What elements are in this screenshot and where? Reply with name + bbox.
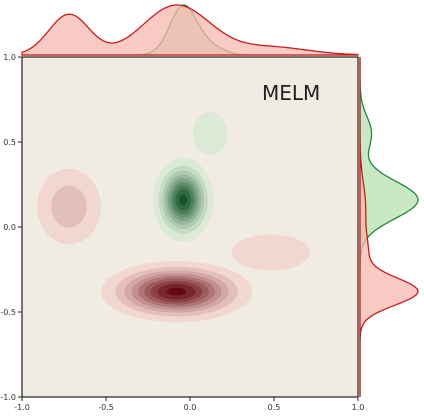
x-tick-label: 0.0 — [184, 403, 197, 412]
x-tick-label: 0.5 — [268, 403, 281, 412]
green-density-contours — [153, 111, 228, 242]
x-tick-label: -1.0 — [14, 403, 30, 412]
chart-title: MELM — [262, 81, 320, 105]
green-contour-level — [179, 194, 188, 206]
red-contour-level — [166, 287, 187, 296]
red-contour-level — [231, 234, 310, 271]
red-right-marginal — [359, 57, 419, 397]
y-tick-label: 0.5 — [3, 138, 16, 147]
y-tick-label: -1.0 — [0, 393, 16, 402]
y-tick-label: 1.0 — [3, 53, 16, 62]
top-marginal-density — [21, 4, 359, 56]
green-right-marginal — [359, 57, 419, 397]
x-tick-label: 1.0 — [352, 403, 365, 412]
main-plot-area — [22, 57, 358, 397]
green-contour-level — [193, 111, 228, 156]
red-contour-level — [51, 185, 87, 228]
x-tick-label: -0.5 — [98, 403, 114, 412]
y-tick-label: 0.0 — [3, 223, 16, 232]
axes: -1.0 -0.5 0.0 0.5 1.0 1.0 0.5 0.0 -0.5 -1.0 — [0, 53, 364, 412]
red-density-contours — [37, 168, 310, 323]
right-marginal-density — [359, 57, 419, 397]
y-tick-label: -0.5 — [0, 308, 16, 317]
red-top-marginal — [21, 4, 359, 56]
